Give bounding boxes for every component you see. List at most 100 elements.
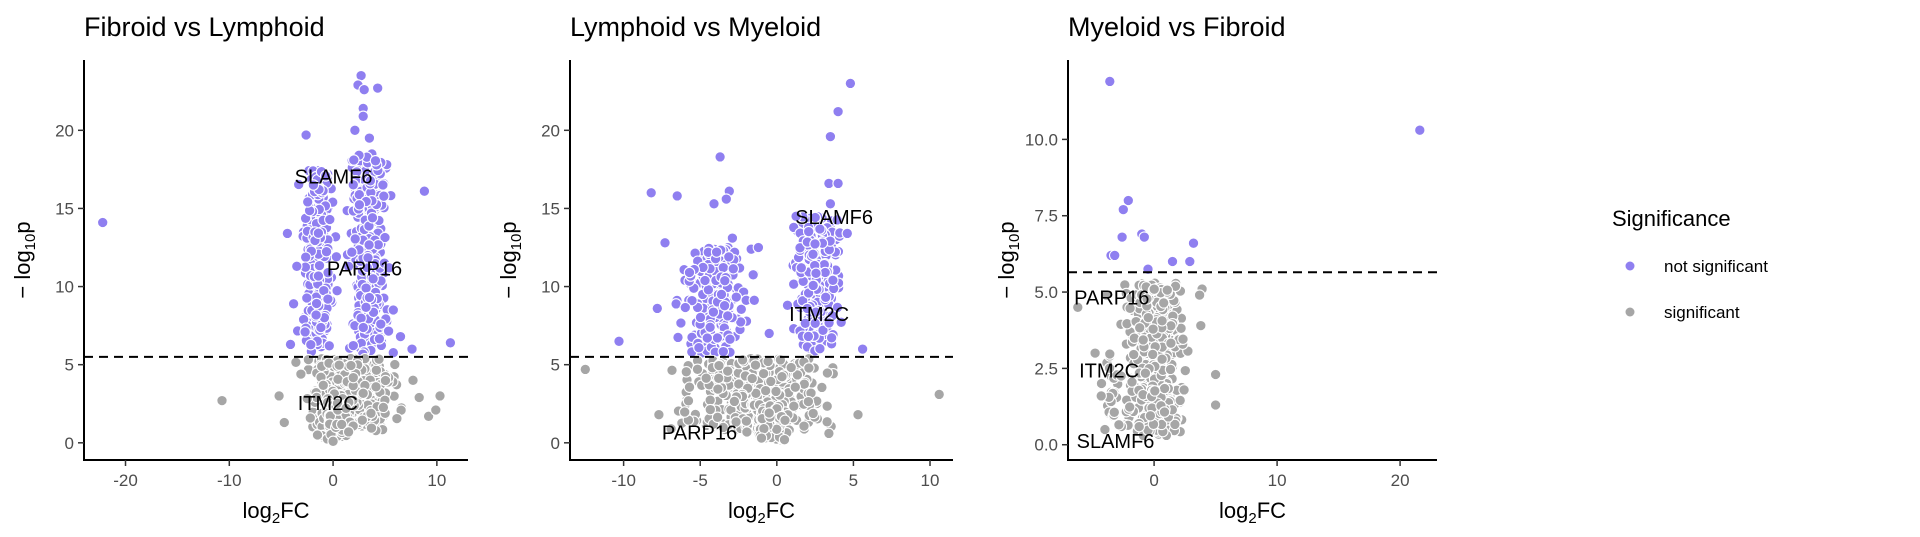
data-point <box>348 154 360 166</box>
data-point <box>357 321 370 334</box>
data-point <box>810 267 822 280</box>
data-point <box>726 232 739 244</box>
y-tick-label: 10 <box>541 278 560 297</box>
data-point <box>367 273 379 285</box>
data-point <box>671 190 683 202</box>
data-point <box>96 216 109 229</box>
gene-label: SLAMF6 <box>795 207 873 229</box>
legend-item-significant: significant <box>1625 303 1740 322</box>
data-point <box>755 432 768 444</box>
data-point <box>1116 231 1128 243</box>
points <box>579 77 945 446</box>
data-point <box>1142 311 1155 324</box>
data-point <box>802 395 815 408</box>
data-point <box>363 132 376 144</box>
data-point <box>711 332 724 344</box>
data-point <box>1157 297 1170 309</box>
data-point <box>346 246 358 258</box>
y-tick-label: 15 <box>541 199 560 218</box>
data-point <box>789 381 802 393</box>
data-point <box>1156 315 1168 327</box>
data-point <box>645 187 657 199</box>
data-point <box>383 262 395 274</box>
x-tick-label: 5 <box>849 471 858 490</box>
series-significant <box>579 352 945 446</box>
data-point <box>809 238 821 250</box>
data-point <box>365 422 378 434</box>
data-point <box>832 105 844 118</box>
data-point <box>699 274 711 287</box>
x-tick-label: 20 <box>1391 471 1410 490</box>
data-point <box>301 196 314 208</box>
data-point <box>356 414 369 426</box>
data-point <box>434 390 446 402</box>
data-point <box>823 427 835 440</box>
data-point <box>1193 289 1206 301</box>
data-point <box>787 278 800 290</box>
data-point <box>700 372 712 384</box>
series-not-significant <box>96 69 457 360</box>
data-point <box>342 426 355 438</box>
data-point <box>304 412 317 424</box>
data-point <box>363 291 376 304</box>
data-point <box>707 306 720 318</box>
y-axis-title: − log10p <box>496 221 525 298</box>
data-point <box>717 345 730 358</box>
gene-label: SLAMF6 <box>295 166 373 188</box>
data-point <box>749 359 762 371</box>
data-point <box>1158 382 1171 395</box>
data-point <box>1164 363 1177 376</box>
data-point <box>841 227 854 240</box>
data-point <box>422 410 435 423</box>
data-point <box>712 383 724 395</box>
data-point <box>683 266 696 279</box>
x-tick-label: -10 <box>611 471 636 490</box>
data-point <box>827 274 839 287</box>
data-point <box>301 292 313 304</box>
data-point <box>373 353 385 365</box>
legend-item-not-significant: not significant <box>1625 257 1768 276</box>
x-axis-title: log2FC <box>242 498 309 527</box>
data-point <box>312 270 325 282</box>
y-tick-label: 10 <box>55 278 74 297</box>
legend-swatch-significant <box>1625 307 1635 317</box>
data-point <box>704 394 716 406</box>
data-point <box>844 77 857 90</box>
data-point <box>721 310 734 322</box>
data-point <box>651 302 664 315</box>
data-point <box>1095 390 1107 402</box>
data-point <box>324 213 336 226</box>
data-point <box>1148 283 1160 295</box>
data-point <box>613 335 625 348</box>
y-tick-label: 5 <box>551 356 560 375</box>
data-point <box>387 346 400 359</box>
legend-swatch-not-significant <box>1625 261 1635 271</box>
data-point <box>1158 406 1171 418</box>
data-point <box>1137 334 1149 346</box>
data-point <box>358 83 370 96</box>
x-tick-label: 0 <box>1149 471 1158 490</box>
data-point <box>278 416 291 429</box>
data-point <box>730 291 743 303</box>
data-point <box>1089 347 1101 359</box>
x-axis-title: log2FC <box>1219 498 1286 527</box>
data-point <box>678 406 691 418</box>
data-point <box>1209 368 1222 381</box>
data-point <box>659 237 671 249</box>
data-point <box>1127 348 1140 361</box>
data-point <box>1161 284 1174 296</box>
data-point <box>216 394 228 407</box>
data-point <box>317 379 330 392</box>
data-point <box>758 422 770 435</box>
data-point <box>391 412 403 425</box>
data-point <box>320 245 333 258</box>
legend-label-not-significant: not significant <box>1664 257 1768 276</box>
data-point <box>301 392 314 405</box>
data-point <box>765 375 777 388</box>
data-point <box>1147 323 1159 335</box>
data-point <box>682 395 695 407</box>
data-point <box>710 246 723 258</box>
data-point <box>292 178 305 191</box>
y-tick-label: 0 <box>551 434 560 453</box>
data-point <box>370 381 382 393</box>
